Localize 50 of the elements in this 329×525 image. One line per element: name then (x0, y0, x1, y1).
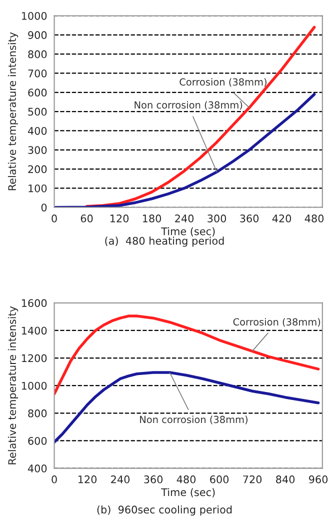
x-tick-label: 360 (240, 214, 259, 222)
y-tick-label: 600 (28, 88, 47, 97)
y-tick-label: 1000 (22, 12, 47, 20)
y-tick-label: 200 (28, 165, 47, 174)
x-axis-title: Time (sec) (161, 227, 215, 236)
y-tick-label: 400 (28, 464, 47, 472)
line-series (54, 92, 316, 208)
x-tick-label: 0 (52, 214, 57, 222)
y-tick-label: 800 (28, 50, 47, 58)
y-tick-label: 300 (28, 146, 47, 154)
text: (a) 480 heating period (105, 236, 224, 247)
y-tick-label: 500 (28, 108, 47, 116)
y-tick-label: 100 (28, 184, 47, 192)
y-tick-label: 600 (28, 436, 47, 445)
y-axis-title: Relative temperature intensity (8, 32, 18, 190)
line-series (54, 371, 320, 444)
x-axis-title: Time (sec) (161, 488, 215, 498)
series-label: Corrosion (38mm) (180, 78, 266, 87)
x-tick-label: 120 (78, 475, 97, 484)
x-tick-label: 720 (243, 475, 262, 484)
x-tick-label: 120 (110, 214, 129, 222)
x-tick-label: 360 (144, 475, 163, 484)
x-tick-label: 60 (80, 214, 93, 222)
y-tick-label: 1000 (22, 382, 47, 390)
y-tick-label: 400 (28, 126, 47, 135)
line-series (85, 26, 316, 208)
x-tick-label: 600 (210, 475, 229, 484)
text: (b) 960sec cooling period (97, 505, 232, 516)
series-label: Corrosion (38mm) (233, 318, 320, 327)
x-tick-label: 960 (309, 475, 328, 484)
x-tick-label: 240 (175, 214, 194, 222)
text: Non corrosion (38mm) (134, 101, 242, 110)
line-series (54, 314, 320, 396)
x-tick-label: 0 (52, 475, 57, 484)
y-tick-label: 1600 (22, 299, 47, 308)
y-tick-label: 700 (28, 69, 47, 78)
x-tick-label: 480 (304, 214, 324, 222)
y-tick-label: 1200 (22, 354, 47, 362)
x-tick-label: 840 (276, 475, 295, 484)
y-axis-title: Relative temperature intensity (8, 306, 18, 464)
text: Non corrosion (38mm) (140, 416, 248, 424)
y-tick-label: 900 (28, 31, 47, 40)
x-tick-label: 240 (111, 475, 130, 484)
x-tick-label: 420 (272, 214, 292, 222)
y-tick-label: 1400 (22, 326, 47, 335)
x-tick-label: 180 (142, 214, 162, 222)
y-tick-label: 800 (28, 409, 47, 418)
x-tick-label: 480 (176, 475, 196, 484)
y-tick-label: 0 (41, 204, 47, 212)
x-tick-label: 300 (208, 214, 226, 222)
